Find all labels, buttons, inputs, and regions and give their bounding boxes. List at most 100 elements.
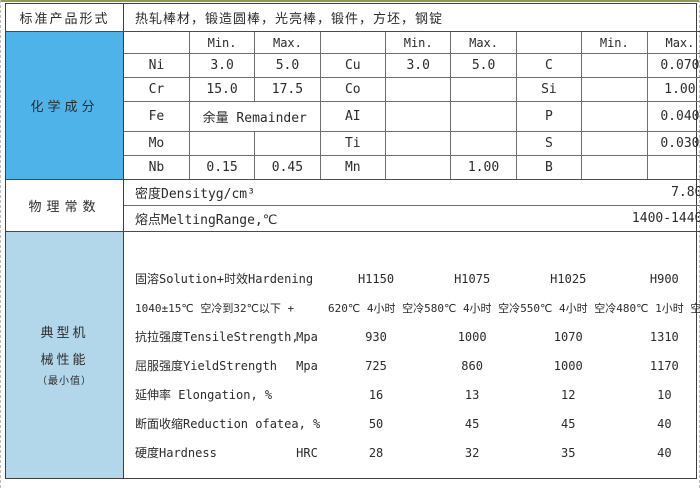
mech-value: 50 <box>368 416 384 431</box>
mech-label-line-min-note: （最小值） <box>37 376 92 387</box>
chem-header-cell <box>515 32 583 55</box>
chem-row-ni-cu-c: Ni 3.0 5.0 Cu 3.0 5.0 C 0.070 <box>124 53 700 79</box>
mech-value: H1025 <box>550 271 587 286</box>
mech-value: 10 <box>657 387 672 402</box>
mech-row-elongation: 延伸率 Elongation, % 16 13 12 10 <box>124 380 700 409</box>
chem-header-cell: Min. <box>384 32 452 55</box>
chem-cell: 0.45 <box>254 155 321 179</box>
mech-value: 12 <box>561 387 576 402</box>
chem-cell <box>581 101 648 133</box>
mech-row-name: 1040±15℃ 空冷到32℃以下 + <box>135 301 295 315</box>
mech-row-name: 延伸率 Elongation, % <box>135 388 273 402</box>
chem-cell: P <box>515 101 583 133</box>
mech-value: 480℃ 1小时 空冷 <box>616 301 700 315</box>
mech-value: 725 <box>365 358 387 373</box>
chem-row-cr-co-si: Cr 15.0 17.5 Co Si 1.00 <box>124 77 700 103</box>
mech-value: 550℃ 4小时 空冷 <box>520 301 617 315</box>
chem-header-cell <box>319 32 387 55</box>
chem-cell <box>450 77 517 103</box>
chem-cell: Co <box>319 77 387 103</box>
chem-cell: Mn <box>319 155 387 179</box>
chem-cell <box>581 77 648 103</box>
mech-row-unit: HRC <box>296 445 318 460</box>
chem-cell: S <box>515 131 583 157</box>
chem-cell <box>254 131 321 157</box>
mech-row-unit: Mpa <box>296 329 318 344</box>
mech-row-yield-strength: 屈服强度YieldStrength Mpa 725 860 1000 1170 <box>124 351 700 380</box>
chem-header-cell: Min. <box>188 32 256 55</box>
chem-cell: 0.15 <box>188 155 256 179</box>
physical-property-value: 1400-1440 <box>631 211 700 226</box>
chem-cell <box>384 155 452 179</box>
mech-value: 620℃ 4小时 空冷 <box>328 301 425 315</box>
chem-row-nb-mn-b: Nb 0.15 0.45 Mn 1.00 B <box>124 155 700 179</box>
chem-cell: Nb <box>124 155 190 179</box>
chemical-composition-table: Min. Max. Min. Max. Min. Max. Ni 3.0 5.0… <box>124 32 700 179</box>
mech-label-line: 械性能 <box>40 353 89 368</box>
physical-row-density: 密度Densityg/cm³ 7.80 <box>124 180 700 206</box>
chem-cell <box>384 101 452 133</box>
mech-label-line: 典型机 <box>40 326 89 341</box>
chem-header-cell: Max. <box>646 32 700 55</box>
row-label-product-form: 标准产品形式 <box>6 4 124 32</box>
chem-row-mo-ti-s: Mo Ti S 0.030 <box>124 131 700 157</box>
chem-cell: 15.0 <box>188 77 256 103</box>
chem-header-row: Min. Max. Min. Max. Min. Max. <box>124 32 700 55</box>
physical-property-value: 7.80 <box>671 185 700 200</box>
chem-cell <box>581 53 648 79</box>
mech-row-name: 固溶Solution+时效Hardening <box>135 272 314 286</box>
mech-value: 580℃ 4小时 空冷 <box>424 301 521 315</box>
chem-cell: 0.040 <box>646 101 700 133</box>
chem-cell: 0.030 <box>646 131 700 157</box>
spec-table: 标准产品形式 热轧棒材，锻造圆棒，光亮棒，锻件，方坯，钢锭 化学成分 Min. … <box>5 3 700 479</box>
chem-cell <box>581 131 648 157</box>
mech-value: 930 <box>365 329 387 344</box>
chem-cell: 0.070 <box>646 53 700 79</box>
mechanical-properties-section: 固溶Solution+时效Hardening H1150 H1075 H1025… <box>124 232 700 478</box>
chem-cell: 1.00 <box>646 77 700 103</box>
chem-cell: 1.00 <box>450 155 517 179</box>
chem-header-cell: Min. <box>581 32 648 55</box>
chem-cell <box>646 155 700 179</box>
chem-row-fe-al-p: Fe 余量 Remainder AI P 0.040 <box>124 101 700 133</box>
mech-row-tensile-strength: 抗拉强度TensileStrength, Mpa 930 1000 1070 1… <box>124 322 700 351</box>
chem-cell: Cu <box>319 53 387 79</box>
mech-row-hardness: 硬度Hardness HRC 28 32 35 40 <box>124 438 700 467</box>
mech-value: 1000 <box>457 329 487 344</box>
mech-value: 1310 <box>649 329 679 344</box>
chem-cell: 5.0 <box>450 53 517 79</box>
chem-cell: Cr <box>124 77 190 103</box>
chem-cell: Ti <box>319 131 387 157</box>
chem-header-cell <box>124 32 190 55</box>
mech-value: 13 <box>464 387 480 402</box>
physical-property-name: 熔点MeltingRange,℃ <box>135 213 278 228</box>
mech-row-heat-treatment: 1040±15℃ 空冷到32℃以下 + 620℃ 4小时 空冷 580℃ 4小时… <box>124 293 700 322</box>
chem-cell: 5.0 <box>254 53 321 79</box>
mech-value: 16 <box>368 387 384 402</box>
mech-value: 45 <box>464 416 480 431</box>
mech-value: H1150 <box>357 271 395 286</box>
chem-cell: 3.0 <box>188 53 256 79</box>
mech-value: 45 <box>561 416 576 431</box>
mech-value: H1075 <box>454 271 491 286</box>
chem-cell <box>450 131 517 157</box>
mech-value: 860 <box>461 358 483 373</box>
mech-value: 1000 <box>553 358 583 373</box>
top-accent-line <box>1 0 699 2</box>
chem-cell <box>384 131 452 157</box>
product-forms-text: 热轧棒材，锻造圆棒，光亮棒，锻件，方坯，钢锭 <box>124 4 700 32</box>
mech-row-name: 硬度Hardness <box>135 446 217 460</box>
chem-cell <box>450 101 517 133</box>
mech-row-name: 屈服强度YieldStrength <box>135 359 277 373</box>
chem-cell: Mo <box>124 131 190 157</box>
physical-row-melting-range: 熔点MeltingRange,℃ 1400-1440 <box>124 206 700 231</box>
mech-value: 35 <box>561 445 576 460</box>
row-label-chemical-composition: 化学成分 <box>6 32 124 180</box>
chem-cell <box>384 77 452 103</box>
chem-cell: 17.5 <box>254 77 321 103</box>
chem-cell <box>581 155 648 179</box>
chem-cell: Fe <box>124 101 190 133</box>
mech-value: 1070 <box>553 329 583 344</box>
mech-value: 28 <box>368 445 384 460</box>
